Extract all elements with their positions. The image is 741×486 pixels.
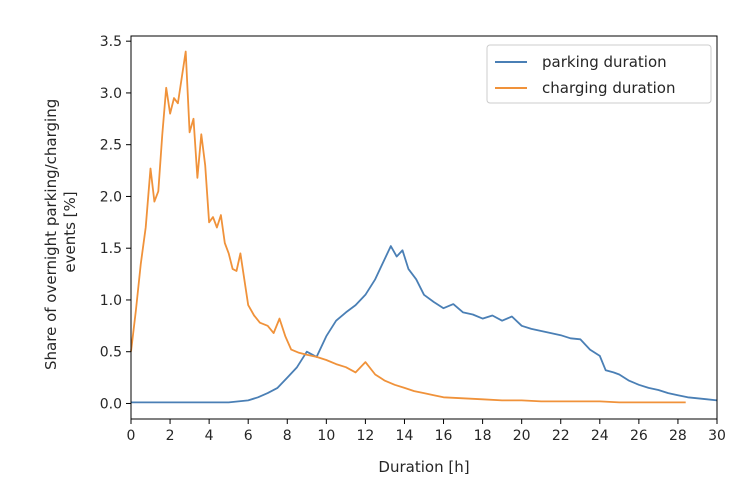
x-tick-label: 10 <box>317 428 335 444</box>
x-tick-label: 14 <box>396 428 414 444</box>
y-tick-label: 0.0 <box>100 396 122 412</box>
series-layer <box>130 50 718 404</box>
x-tick-label: 8 <box>283 428 292 444</box>
y-tick-label: 1.5 <box>100 241 122 257</box>
x-tick-label: 18 <box>474 428 492 444</box>
x-tick-label: 22 <box>552 428 570 444</box>
x-axis: 0 2 4 6 8 10 12 14 16 18 20 22 24 26 28 30 <box>127 419 726 444</box>
plot-frame <box>130 35 718 420</box>
series-line-parking-duration <box>131 245 718 404</box>
y-tick-label: 3.5 <box>100 34 122 50</box>
x-tick-label: 2 <box>166 428 175 444</box>
legend-label-charging-duration: charging duration <box>542 79 675 97</box>
x-tick-label: 28 <box>669 428 687 444</box>
x-tick-label: 26 <box>630 428 648 444</box>
y-axis-label: Share of overnight parking/charging even… <box>42 94 79 370</box>
y-tick-label: 0.5 <box>100 345 122 361</box>
x-axis-label: Duration [h] <box>378 458 469 476</box>
legend: parking duration charging duration <box>486 44 712 104</box>
x-tick-label: 30 <box>708 428 726 444</box>
y-tick-label: 2.5 <box>100 138 122 154</box>
x-tick-label: 12 <box>356 428 374 444</box>
x-tick-label: 16 <box>435 428 453 444</box>
y-tick-label: 2.0 <box>100 189 122 205</box>
x-tick-label: 4 <box>205 428 214 444</box>
x-tick-label: 6 <box>244 428 253 444</box>
legend-box <box>486 44 712 104</box>
y-axis-label-line-1: Share of overnight parking/charging <box>42 99 60 370</box>
x-tick-label: 20 <box>513 428 531 444</box>
series-line-charging-duration <box>130 50 686 404</box>
x-tick-label: 0 <box>127 428 136 444</box>
y-axis: 0.0 0.5 1.0 1.5 2.0 2.5 3.0 3.5 <box>100 34 131 412</box>
y-tick-label: 1.0 <box>100 293 122 309</box>
legend-label-parking-duration: parking duration <box>542 53 667 71</box>
y-axis-label-line-2: events [%] <box>61 191 79 272</box>
y-tick-label: 3.0 <box>100 86 122 102</box>
x-tick-label: 24 <box>591 428 609 444</box>
